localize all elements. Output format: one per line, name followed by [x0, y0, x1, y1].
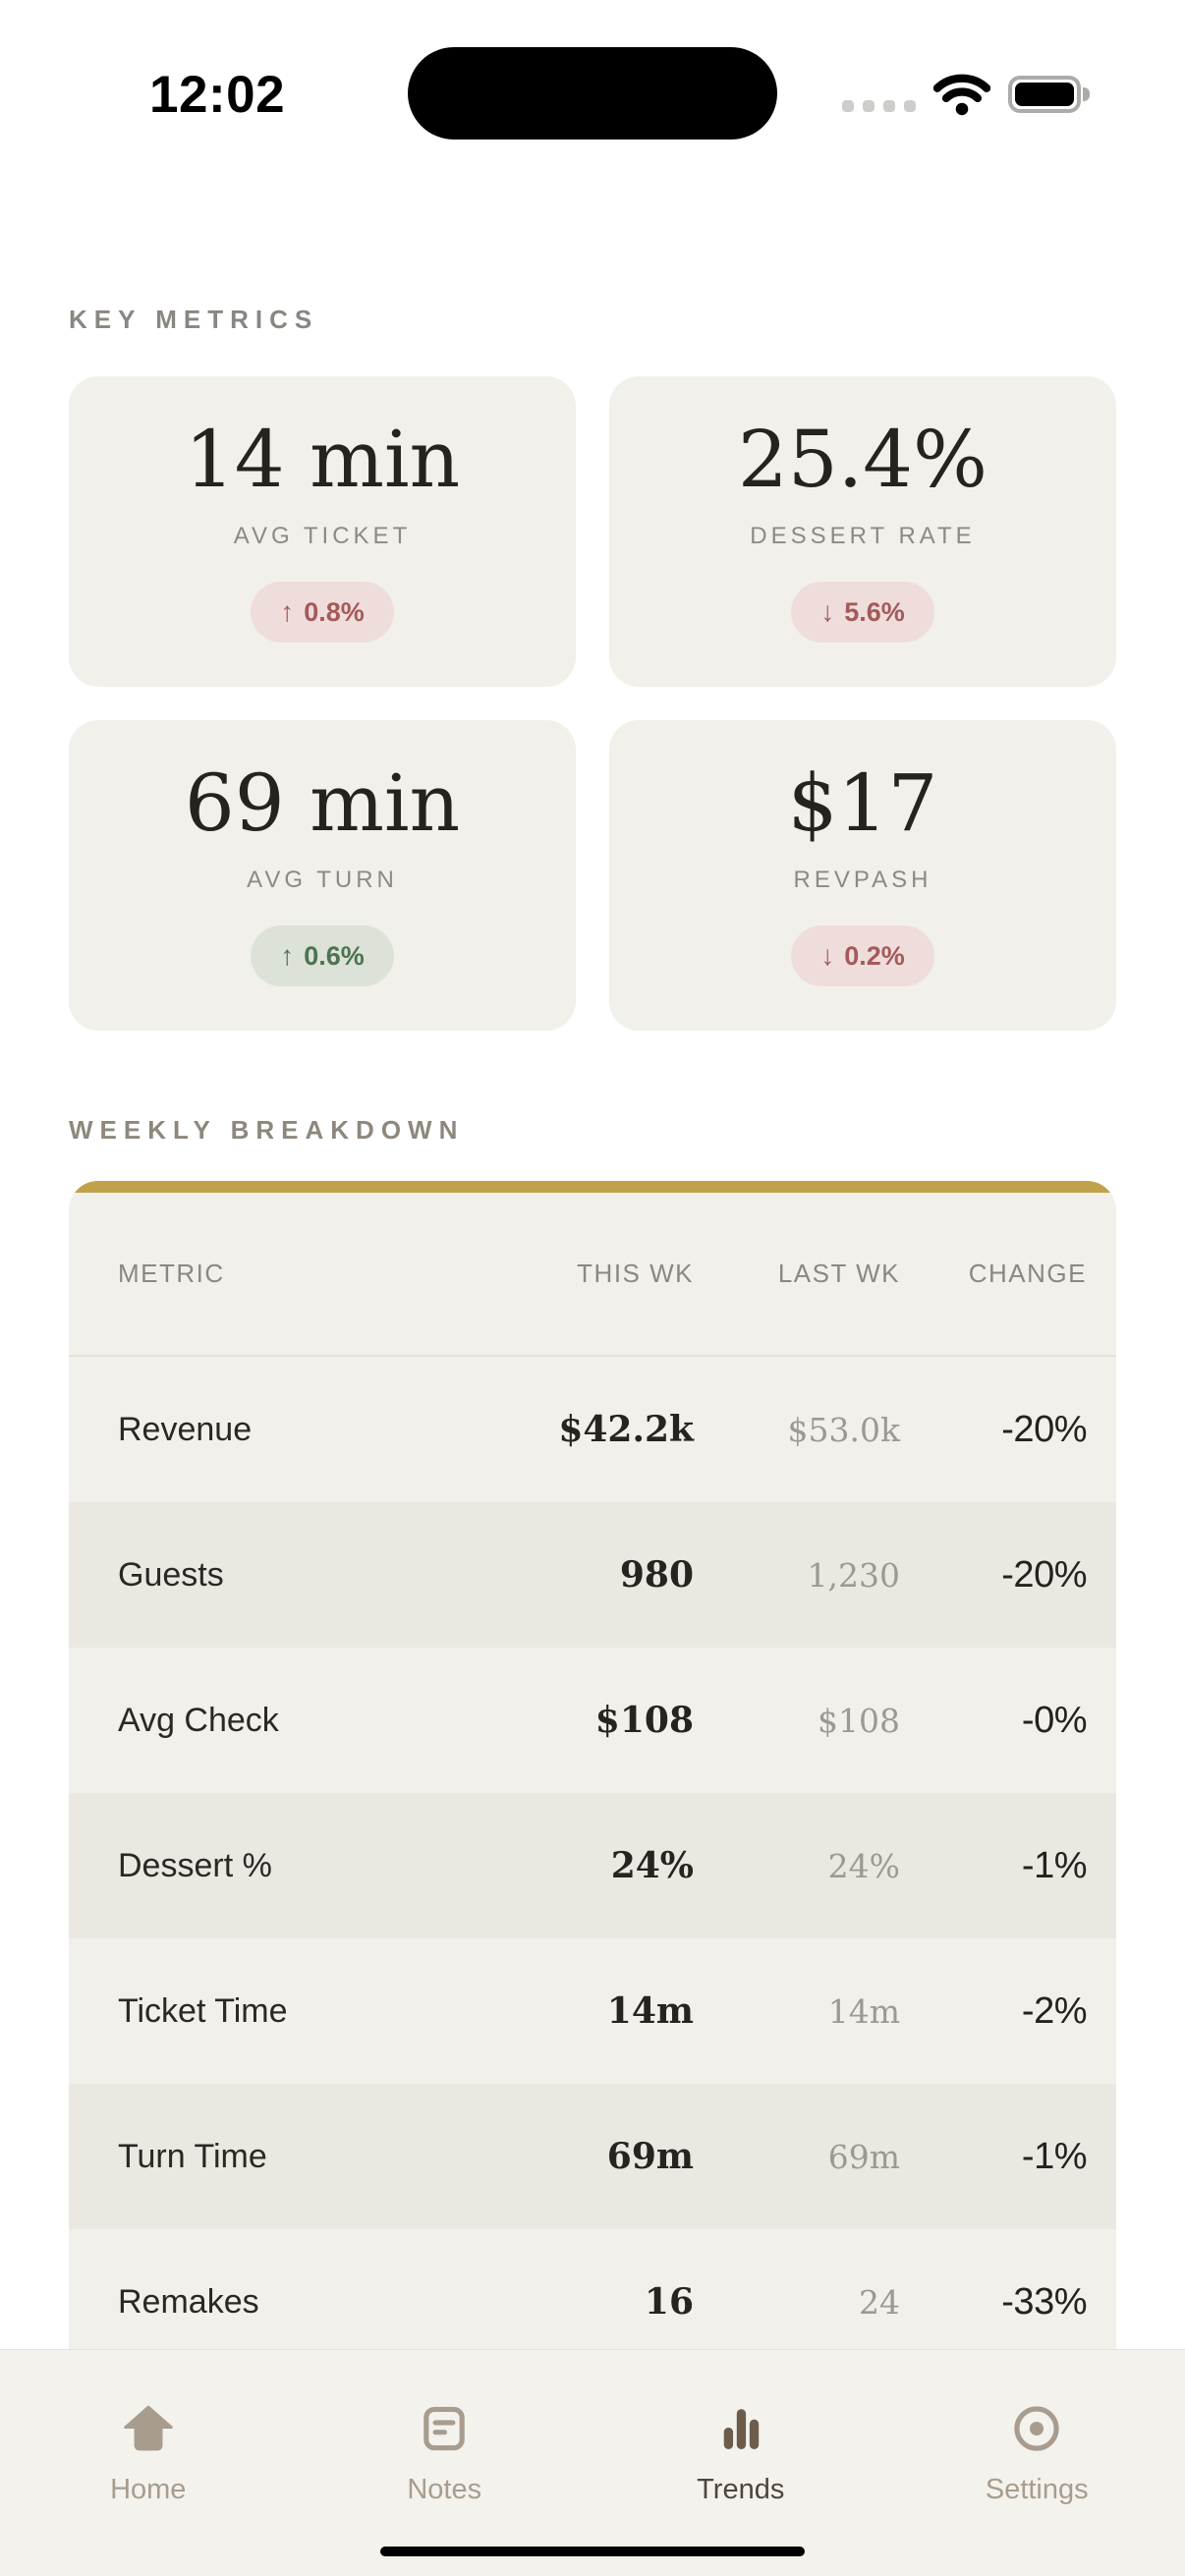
cellular-signal-icon [842, 100, 916, 112]
col-header-this-wk: THIS WK [577, 1259, 694, 1288]
tab-notes[interactable]: Notes [297, 2350, 593, 2506]
row-metric: Avg Check [118, 1701, 279, 1739]
metric-card-dessert-rate[interactable]: 25.4% DESSERT RATE ↓ 5.6% [609, 376, 1116, 687]
row-this-wk: $108 [594, 1700, 694, 1741]
row-this-wk: 980 [619, 1554, 694, 1596]
delta-value: 0.8% [304, 596, 365, 627]
row-last-wk: 14m [827, 1991, 900, 2031]
main-content: KEY METRICS 14 min AVG TICKET ↑ 0.8% 25.… [0, 157, 1185, 2375]
weekly-breakdown-table: METRIC THIS WK LAST WK CHANGE Revenue $4… [69, 1181, 1116, 2375]
row-metric: Revenue [118, 1410, 253, 1448]
metric-card-revpash[interactable]: $17 REVPASH ↓ 0.2% [609, 720, 1116, 1031]
arrow-down-icon: ↓ [820, 596, 835, 627]
row-change: -2% [1021, 1989, 1088, 2032]
delta-badge: ↓ 0.2% [791, 925, 934, 986]
tab-home[interactable]: Home [0, 2350, 297, 2506]
row-last-wk: $53.0k [787, 1410, 900, 1449]
delta-value: 5.6% [844, 596, 905, 627]
home-icon [124, 2405, 173, 2451]
clock: 12:02 [149, 66, 286, 124]
delta-badge: ↑ 0.6% [251, 925, 394, 986]
table-row-revenue[interactable]: Revenue $42.2k $53.0k -20% [69, 1357, 1116, 1502]
row-change: -20% [1001, 1553, 1087, 1596]
tab-bar: Home Notes Trends Settings [0, 2349, 1185, 2576]
table-row-turn-time[interactable]: Turn Time 69m 69m -1% [69, 2084, 1116, 2229]
row-last-wk: $108 [818, 1701, 900, 1740]
table-row-guests[interactable]: Guests 980 1,230 -20% [69, 1502, 1116, 1648]
arrow-down-icon: ↓ [820, 940, 835, 971]
table-row-avg-check[interactable]: Avg Check $108 $108 -0% [69, 1648, 1116, 1793]
battery-icon [1008, 76, 1090, 113]
delta-badge: ↓ 5.6% [791, 582, 934, 643]
row-metric: Ticket Time [118, 1991, 288, 2030]
metric-value: 14 min [184, 414, 461, 505]
home-indicator[interactable] [380, 2547, 805, 2556]
tab-settings[interactable]: Settings [889, 2350, 1185, 2506]
row-last-wk: 24% [827, 1846, 900, 1885]
tab-label: Home [110, 2474, 187, 2505]
row-change: -1% [1021, 1844, 1088, 1886]
col-header-change: CHANGE [968, 1259, 1087, 1288]
row-change: -0% [1021, 1699, 1088, 1741]
table-row-dessert-pct[interactable]: Dessert % 24% 24% -1% [69, 1793, 1116, 1938]
table-row-ticket-time[interactable]: Ticket Time 14m 14m -2% [69, 1938, 1116, 2084]
row-last-wk: 1,230 [807, 1555, 900, 1595]
table-row-remakes[interactable]: Remakes 16 24 -33% [69, 2229, 1116, 2375]
row-metric: Remakes [118, 2282, 259, 2321]
delta-badge: ↑ 0.8% [251, 582, 394, 643]
row-metric: Guests [118, 1555, 224, 1594]
tab-label: Settings [985, 2474, 1089, 2505]
row-metric: Dessert % [118, 1846, 272, 1884]
metric-card-avg-turn[interactable]: 69 min AVG TURN ↑ 0.6% [69, 720, 576, 1031]
delta-value: 0.2% [844, 940, 905, 971]
delta-value: 0.6% [304, 940, 365, 971]
row-this-wk: 24% [610, 1845, 694, 1886]
row-last-wk: 69m [827, 2137, 900, 2176]
col-header-last-wk: LAST WK [777, 1259, 900, 1288]
dynamic-island [408, 47, 777, 140]
metric-card-avg-ticket[interactable]: 14 min AVG TICKET ↑ 0.8% [69, 376, 576, 687]
arrow-up-icon: ↑ [280, 596, 295, 627]
tab-label: Notes [407, 2474, 482, 2505]
arrow-up-icon: ↑ [280, 940, 295, 971]
metric-label: REVPASH [793, 867, 932, 893]
metric-value: 25.4% [737, 414, 988, 505]
metric-label: AVG TICKET [233, 523, 412, 549]
status-icons [842, 71, 1090, 116]
metric-value: 69 min [184, 757, 461, 849]
key-metrics-heading: KEY METRICS [69, 305, 319, 334]
col-header-metric: METRIC [118, 1259, 225, 1288]
wifi-icon [933, 74, 990, 116]
trends-icon [723, 2409, 759, 2449]
row-this-wk: 14m [606, 1990, 694, 2032]
tab-label: Trends [697, 2474, 785, 2505]
metric-label: DESSERT RATE [750, 523, 976, 549]
row-metric: Turn Time [118, 2137, 267, 2175]
notes-icon [423, 2406, 466, 2451]
row-this-wk: $42.2k [558, 1409, 694, 1450]
status-bar: 12:02 [0, 0, 1185, 157]
row-this-wk: 16 [644, 2281, 694, 2323]
weekly-breakdown-heading: WEEKLY BREAKDOWN [69, 1115, 465, 1145]
key-metrics-grid: 14 min AVG TICKET ↑ 0.8% 25.4% DESSERT R… [69, 376, 1116, 1031]
tab-trends[interactable]: Trends [592, 2350, 889, 2506]
row-change: -1% [1021, 2135, 1088, 2177]
gold-accent-bar [69, 1181, 1116, 1193]
row-change: -20% [1001, 1408, 1087, 1450]
settings-icon [1014, 2406, 1059, 2451]
row-last-wk: 24 [859, 2282, 900, 2322]
row-change: -33% [1001, 2280, 1087, 2323]
metric-label: AVG TURN [247, 867, 398, 893]
table-header-row: METRIC THIS WK LAST WK CHANGE [69, 1193, 1116, 1357]
metric-value: $17 [787, 757, 938, 849]
row-this-wk: 69m [606, 2136, 694, 2177]
